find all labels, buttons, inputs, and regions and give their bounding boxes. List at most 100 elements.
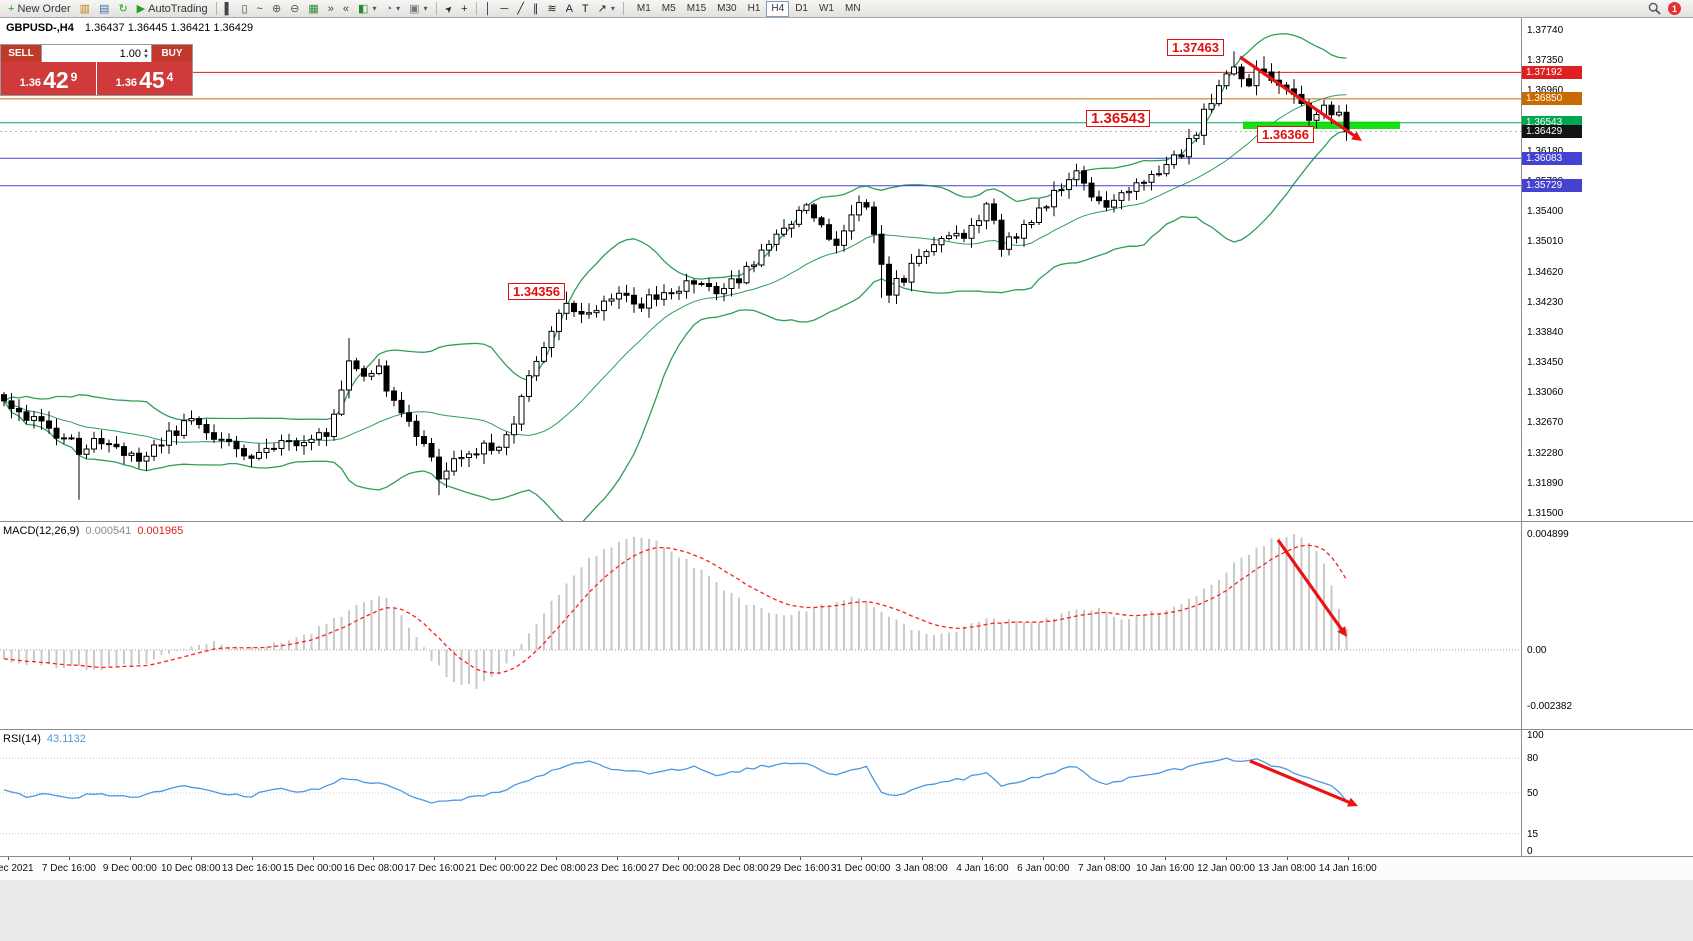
channel-tool-icon: ∥	[532, 2, 539, 15]
chevron-down-icon: ▾	[423, 4, 428, 13]
candles	[1, 51, 1350, 500]
time-tick	[677, 857, 679, 860]
time-axis-label: 13 Dec 16:00	[221, 863, 282, 874]
rsi-axis-tick: 0	[1527, 846, 1533, 857]
new-order-button[interactable]: + New Order	[4, 0, 75, 18]
shapes-tool[interactable]: ↗ ▾	[594, 0, 619, 18]
time-tick	[1043, 857, 1045, 860]
cursor-tool-icon: ➤	[442, 2, 455, 15]
refresh-icon[interactable]: ↻	[114, 0, 131, 18]
new-chart-button[interactable]: ◧ ▾	[354, 0, 380, 18]
buy-price-button[interactable]: 1.36 45 4	[97, 62, 192, 95]
time-axis-label: 6 Jan 00:00	[1017, 863, 1070, 874]
time-tick	[982, 857, 984, 860]
timeframe-h4[interactable]: H4	[766, 0, 790, 17]
candlestick-type-button[interactable]: ▯	[237, 0, 251, 18]
auto-scroll-icon: »	[327, 2, 334, 15]
time-tick	[373, 857, 375, 860]
timeframe-d1[interactable]: D1	[795, 2, 808, 14]
support-zone[interactable]	[1243, 121, 1400, 129]
autotrading-button[interactable]: ▶ AutoTrading	[133, 0, 212, 18]
chevron-down-icon: ▾	[396, 4, 401, 13]
time-axis-label: 28 Dec 08:00	[709, 863, 769, 874]
rsi-axis-tick: 80	[1527, 753, 1539, 765]
price-axis-tick: 1.31500	[1527, 508, 1564, 519]
price-annotation-1.36543[interactable]: 1.36543	[1086, 110, 1151, 127]
timeframe-h1[interactable]: H1	[747, 2, 761, 14]
timeframe-m30[interactable]: M30	[717, 2, 737, 14]
text-tool[interactable]: A	[562, 0, 577, 18]
time-tick	[1347, 857, 1349, 860]
buy-price-prefix: 1.36	[115, 77, 138, 89]
horizontal-line-tool[interactable]: ─	[496, 0, 512, 18]
chart-shift-button[interactable]: «	[339, 0, 353, 18]
macd-chart-canvas[interactable]	[0, 522, 1522, 729]
price-chart-canvas[interactable]	[0, 18, 1522, 521]
vertical-line-tool[interactable]: │	[481, 0, 496, 18]
time-axis-label: 31 Dec 00:00	[830, 863, 891, 874]
search-icon[interactable]	[1648, 2, 1661, 15]
macd-axis-tick: -0.002382	[1527, 701, 1573, 713]
price-annotation-1.36366[interactable]: 1.36366	[1257, 126, 1314, 143]
spin-down-icon[interactable]: ▼	[143, 53, 149, 60]
sell-button[interactable]: SELL	[1, 45, 41, 62]
rsi-axis-tick: 50	[1527, 788, 1539, 799]
refresh-icon-icon: ↻	[118, 2, 128, 15]
chevron-down-icon: ▾	[610, 4, 615, 13]
timeframe-mn[interactable]: MN	[844, 2, 861, 14]
time-tick	[495, 857, 497, 860]
bollinger-upper-band	[3, 33, 1347, 421]
cursor-tool-button[interactable]: ➤	[441, 0, 457, 18]
panel-splitter-2[interactable]	[0, 729, 1693, 730]
zoom-out-button[interactable]: ⊖	[286, 0, 303, 18]
templates-button[interactable]: ▣ ▾	[405, 0, 431, 18]
line-chart-type-button[interactable]: ~	[253, 0, 267, 18]
sell-price-button[interactable]: 1.36 42 9	[1, 62, 97, 95]
periods-icon: ◔	[385, 2, 393, 15]
trendline-tool[interactable]: ╱	[513, 0, 528, 18]
zoom-in-button[interactable]: ⊕	[268, 0, 285, 18]
buy-button[interactable]: BUY	[152, 45, 192, 62]
price-annotation-1.34356[interactable]: 1.34356	[508, 283, 565, 300]
vertical-line-tool-icon: │	[484, 2, 492, 15]
trend-arrow	[1249, 759, 1358, 807]
rsi-chart-canvas[interactable]	[0, 730, 1522, 856]
crosshair-tool-button[interactable]: +	[457, 0, 471, 18]
panel-splitter-1[interactable]	[0, 521, 1693, 522]
notification-badge[interactable]: 1	[1668, 2, 1681, 15]
timeframe-m1[interactable]: M1	[636, 2, 651, 14]
auto-scroll-button[interactable]: »	[324, 0, 338, 18]
tile-windows-icon[interactable]: ▦	[304, 0, 322, 18]
price-axis-tick: 1.32280	[1527, 447, 1564, 459]
buy-price-sup: 4	[166, 70, 174, 84]
spin-up-icon[interactable]: ▲	[143, 47, 149, 54]
fibonacci-tool[interactable]: ≋	[543, 0, 560, 18]
price-axis[interactable]	[1521, 18, 1693, 856]
price-axis-tick: 1.35400	[1527, 206, 1564, 218]
volume-input[interactable]: 1.00 ▲ ▼	[41, 45, 152, 62]
price-annotation-1.37463[interactable]: 1.37463	[1167, 39, 1224, 56]
navigator-icon[interactable]: ▤	[95, 0, 113, 18]
bar-chart-type-button[interactable]: ▌	[221, 0, 237, 18]
time-tick	[860, 857, 862, 860]
new-chart-icon: ◧	[358, 2, 369, 15]
candlestick-type-icon: ▯	[241, 2, 248, 15]
timeframe-w1[interactable]: W1	[818, 2, 834, 14]
time-axis-label: 10 Jan 16:00	[1136, 863, 1195, 874]
market-watch-icon[interactable]: ▥	[76, 0, 94, 18]
periods-button[interactable]: ◔ ▾	[381, 0, 404, 18]
crosshair-tool-icon: +	[461, 2, 468, 15]
time-axis-label: 3 Jan 08:00	[895, 863, 948, 874]
time-axis-label: 22 Dec 08:00	[526, 863, 586, 874]
price-axis-tick: 1.33840	[1527, 326, 1564, 338]
toolbar-separator	[215, 2, 217, 15]
toolbar-separator	[622, 2, 624, 15]
chart-header: GBPUSD-,H4 1.36437 1.36445 1.36421 1.364…	[6, 22, 253, 34]
channel-tool[interactable]: ∥	[529, 0, 543, 18]
label-tool[interactable]: T	[578, 0, 593, 18]
volume-spinner[interactable]: ▲ ▼	[143, 48, 149, 60]
timeframe-m15[interactable]: M15	[686, 2, 707, 14]
timeframe-m5[interactable]: M5	[661, 2, 676, 14]
chart-shift-icon: «	[342, 2, 350, 15]
